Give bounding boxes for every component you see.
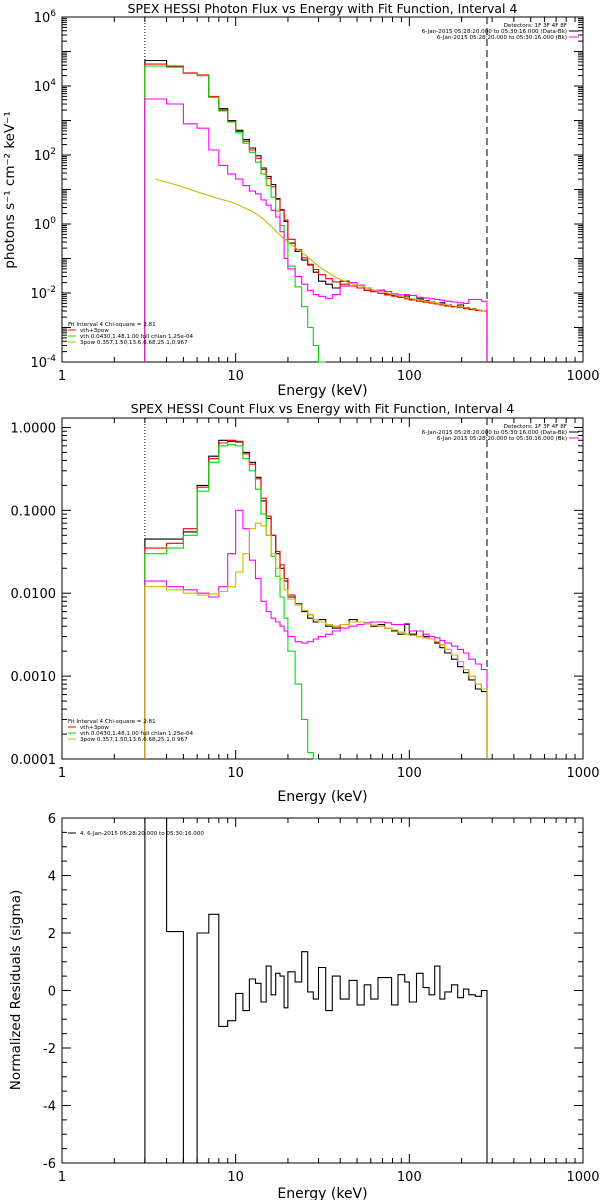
series-line-3: [144, 98, 488, 362]
chart-title: SPEX HESSI Photon Flux vs Energy with Fi…: [128, 1, 518, 16]
y-tick-label: 10-2: [30, 285, 56, 302]
y-tick-label: 10-4: [30, 354, 56, 371]
x-tick-label: 1: [58, 1170, 66, 1185]
x-tick-label: 10: [227, 766, 244, 781]
series-line-0: [144, 59, 488, 362]
legend-label: 3pow 0.357,1.50,13.6,6.68,25.1,0.967: [80, 737, 188, 743]
y-tick-base: 10: [30, 356, 47, 371]
series-line-4: [144, 522, 488, 759]
y-tick-label: -4: [43, 1100, 56, 1115]
x-tick-label: 10: [227, 369, 244, 384]
plot-frame: [61, 16, 584, 363]
y-tick-exponent: 2: [50, 147, 56, 157]
legend-label: 4. 6-Jan-2015 05:28:20.000 to 05:30:16.0…: [80, 831, 204, 837]
legend-label: 6-Jan-2015 05:28:20.000 to 05:30:16.000 …: [422, 29, 567, 35]
y-tick-exponent: 6: [50, 9, 56, 19]
legend-header: Detectors: 1F 3F 4F 8F: [504, 23, 567, 29]
chart-title: SPEX HESSI Count Flux vs Energy with Fit…: [131, 401, 514, 416]
legend-label: vth+3pow: [80, 725, 109, 731]
y-tick-label: 2: [48, 927, 56, 942]
legend-label: 6-Jan-2015 05:28:20.000 to 05:30:16.000 …: [437, 35, 567, 41]
legend-label: vth 0.0430,1.48,1.00 full chian 1.25e-04: [80, 334, 193, 340]
plot-frame: [61, 417, 584, 760]
x-tick-label: 100: [397, 369, 422, 384]
y-tick-label: -6: [43, 1157, 56, 1172]
y-tick-base: 10: [34, 218, 51, 233]
y-tick-exponent: -2: [47, 285, 56, 295]
y-tick-label: 0.0001: [11, 753, 57, 768]
x-tick-label: 100: [397, 1170, 422, 1185]
y-tick-exponent: -4: [47, 354, 56, 364]
y-tick-label: 106: [34, 9, 57, 26]
x-axis-label: Energy (keV): [277, 1186, 367, 1200]
series-line-4: [155, 178, 485, 312]
y-tick-label: 0.1000: [11, 504, 57, 519]
y-tick-label: 6: [48, 812, 56, 827]
x-tick-label: 100: [397, 766, 422, 781]
legend-label: 6-Jan-2015 05:28:20.000 to 05:30:16.000 …: [422, 430, 567, 436]
legend-label: vth 0.0430,1.48,1.00 full chian 1.25e-04: [80, 731, 193, 737]
x-tick-label: 1000: [566, 1170, 599, 1185]
x-tick-label: 10: [227, 1170, 244, 1185]
y-tick-label: 100: [34, 216, 57, 233]
y-tick-exponent: 0: [50, 216, 56, 226]
x-tick-label: 1: [58, 766, 66, 781]
y-tick-label: 0.0100: [11, 587, 57, 602]
y-axis-label: Normalized Residuals (sigma): [8, 890, 24, 1091]
count-flux-panel: SPEX HESSI Count Flux vs Energy with Fit…: [11, 401, 600, 805]
series-line-0: [144, 439, 488, 759]
x-axis-label: Energy (keV): [277, 789, 367, 805]
y-tick-exponent: 4: [50, 78, 56, 88]
y-tick-base: 10: [34, 149, 51, 164]
series-line-0: [144, 817, 488, 1164]
y-tick-label: 1.0000: [11, 421, 57, 436]
series-line-2: [144, 444, 319, 760]
y-tick-label: 104: [34, 78, 57, 95]
y-tick-label: 0: [48, 985, 56, 1000]
x-tick-label: 1000: [566, 369, 599, 384]
series-line-2: [144, 65, 326, 363]
y-tick-label: 102: [34, 147, 56, 164]
residuals-panel: 1 10 100 1000 Energy (keV) -6 -4 -2 0 2 4 6 Normaliz…: [8, 812, 600, 1200]
y-tick-base: 10: [34, 11, 51, 26]
y-tick-label: 0.0010: [11, 670, 57, 685]
y-tick-base: 10: [30, 287, 47, 302]
plot-frame: [61, 817, 584, 1164]
photon-flux-panel: SPEX HESSI Photon Flux vs Energy with Fi…: [2, 1, 600, 399]
legend-header: Detectors: 1F 3F 4F 8F: [504, 424, 567, 430]
legend-header: Fit Interval 4 Chi-square = 2.81: [68, 719, 156, 725]
y-tick-base: 10: [34, 80, 51, 95]
x-tick-label: 1: [58, 369, 66, 384]
series-line-1: [144, 63, 488, 362]
y-tick-label: -2: [43, 1042, 56, 1057]
legend-label: vth+3pow: [80, 328, 109, 334]
series-line-1: [144, 439, 488, 759]
y-tick-label: 4: [48, 870, 56, 885]
legend-label: 6-Jan-2015 05:28:20.000 to 05:30:16.000 …: [437, 436, 567, 442]
x-axis-label: Energy (keV): [277, 383, 367, 399]
legend-header: Fit Interval 4 Chi-square = 2.81: [68, 322, 156, 328]
y-axis-label: photons s⁻¹ cm⁻² keV⁻¹: [2, 111, 18, 269]
x-tick-label: 1000: [566, 766, 599, 781]
legend-label: 3pow 0.357,1.50,13.6,6.68,25.1,0.967: [80, 340, 188, 346]
series-line-3: [144, 509, 488, 759]
